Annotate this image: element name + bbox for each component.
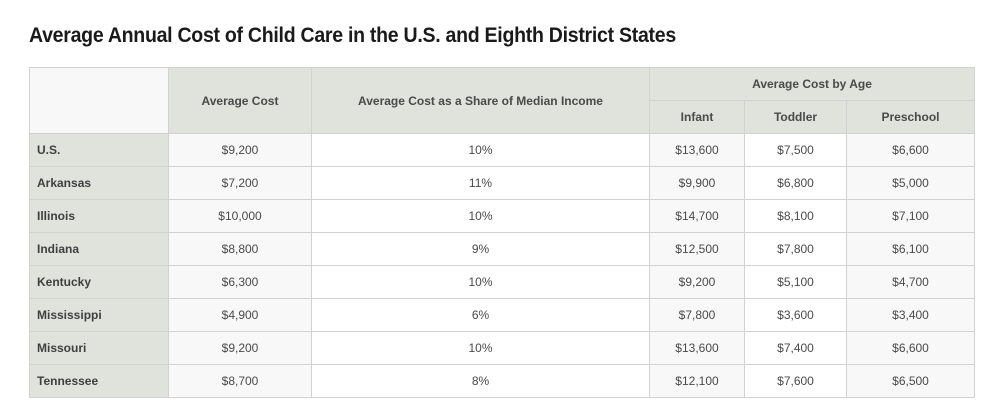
- toddler-cost-cell: $7,600: [744, 364, 847, 398]
- preschool-cost-cell: $3,400: [845, 298, 976, 332]
- table-row: Indiana $8,800 9% $12,500 $7,800 $6,100: [29, 232, 976, 266]
- state-cell: Missouri: [29, 331, 169, 365]
- share-of-income-cell: 6%: [311, 298, 650, 332]
- table-row: Arkansas $7,200 11% $9,900 $6,800 $5,000: [29, 166, 976, 200]
- toddler-cost-cell: $5,100: [744, 265, 847, 299]
- average-cost-cell: $8,800: [168, 232, 312, 266]
- preschool-cost-cell: $6,600: [845, 331, 976, 365]
- table-row: Mississippi $4,900 6% $7,800 $3,600 $3,400: [29, 298, 976, 332]
- preschool-cost-cell: $5,000: [845, 166, 976, 200]
- child-care-cost-table: Average Cost Average Cost as a Share of …: [29, 67, 976, 398]
- share-of-income-cell: 10%: [311, 133, 650, 167]
- infant-cost-cell: $12,100: [649, 364, 745, 398]
- average-cost-cell: $9,200: [168, 133, 312, 167]
- toddler-cost-cell: $8,100: [744, 199, 847, 233]
- preschool-cost-cell: $4,700: [845, 265, 976, 299]
- share-of-income-cell: 11%: [311, 166, 650, 200]
- preschool-cost-cell: $6,500: [845, 364, 976, 398]
- table-row: U.S. $9,200 10% $13,600 $7,500 $6,600: [29, 133, 976, 167]
- infant-cost-cell: $12,500: [649, 232, 745, 266]
- state-cell: Kentucky: [29, 265, 169, 299]
- infant-cost-cell: $14,700: [649, 199, 745, 233]
- corner-cell: [29, 67, 169, 134]
- share-of-income-cell: 10%: [311, 199, 650, 233]
- table-row: Missouri $9,200 10% $13,600 $7,400 $6,600: [29, 331, 976, 365]
- header-infant: Infant: [649, 100, 745, 134]
- average-cost-cell: $6,300: [168, 265, 312, 299]
- state-cell: Indiana: [29, 232, 169, 266]
- table-row: Illinois $10,000 10% $14,700 $8,100 $7,100: [29, 199, 976, 233]
- state-cell: U.S.: [29, 133, 169, 167]
- page-title: Average Annual Cost of Child Care in the…: [29, 24, 676, 47]
- table-row: Kentucky $6,300 10% $9,200 $5,100 $4,700: [29, 265, 976, 299]
- infant-cost-cell: $9,900: [649, 166, 745, 200]
- infant-cost-cell: $9,200: [649, 265, 745, 299]
- header-share-of-income: Average Cost as a Share of Median Income: [311, 67, 650, 134]
- average-cost-cell: $7,200: [168, 166, 312, 200]
- header-toddler: Toddler: [744, 100, 847, 134]
- toddler-cost-cell: $7,800: [744, 232, 847, 266]
- preschool-cost-cell: $6,100: [845, 232, 976, 266]
- infant-cost-cell: $13,600: [649, 331, 745, 365]
- toddler-cost-cell: $3,600: [744, 298, 847, 332]
- toddler-cost-cell: $7,500: [744, 133, 847, 167]
- state-cell: Arkansas: [29, 166, 169, 200]
- state-cell: Illinois: [29, 199, 169, 233]
- preschool-cost-cell: $6,600: [845, 133, 976, 167]
- average-cost-cell: $4,900: [168, 298, 312, 332]
- share-of-income-cell: 9%: [311, 232, 650, 266]
- infant-cost-cell: $7,800: [649, 298, 745, 332]
- header-average-cost: Average Cost: [168, 67, 312, 134]
- infant-cost-cell: $13,600: [649, 133, 745, 167]
- table-body: U.S. $9,200 10% $13,600 $7,500 $6,600 Arkansas…: [29, 133, 976, 398]
- share-of-income-cell: 8%: [311, 364, 650, 398]
- header-cost-by-age: Average Cost by Age: [648, 67, 976, 101]
- header-preschool: Preschool: [845, 100, 976, 134]
- average-cost-cell: $8,700: [168, 364, 312, 398]
- toddler-cost-cell: $6,800: [744, 166, 847, 200]
- average-cost-cell: $9,200: [168, 331, 312, 365]
- toddler-cost-cell: $7,400: [744, 331, 847, 365]
- share-of-income-cell: 10%: [311, 265, 650, 299]
- state-cell: Tennessee: [29, 364, 169, 398]
- preschool-cost-cell: $7,100: [845, 199, 976, 233]
- table-row: Tennessee $8,700 8% $12,100 $7,600 $6,500: [29, 364, 976, 398]
- share-of-income-cell: 10%: [311, 331, 650, 365]
- state-cell: Mississippi: [29, 298, 169, 332]
- average-cost-cell: $10,000: [168, 199, 312, 233]
